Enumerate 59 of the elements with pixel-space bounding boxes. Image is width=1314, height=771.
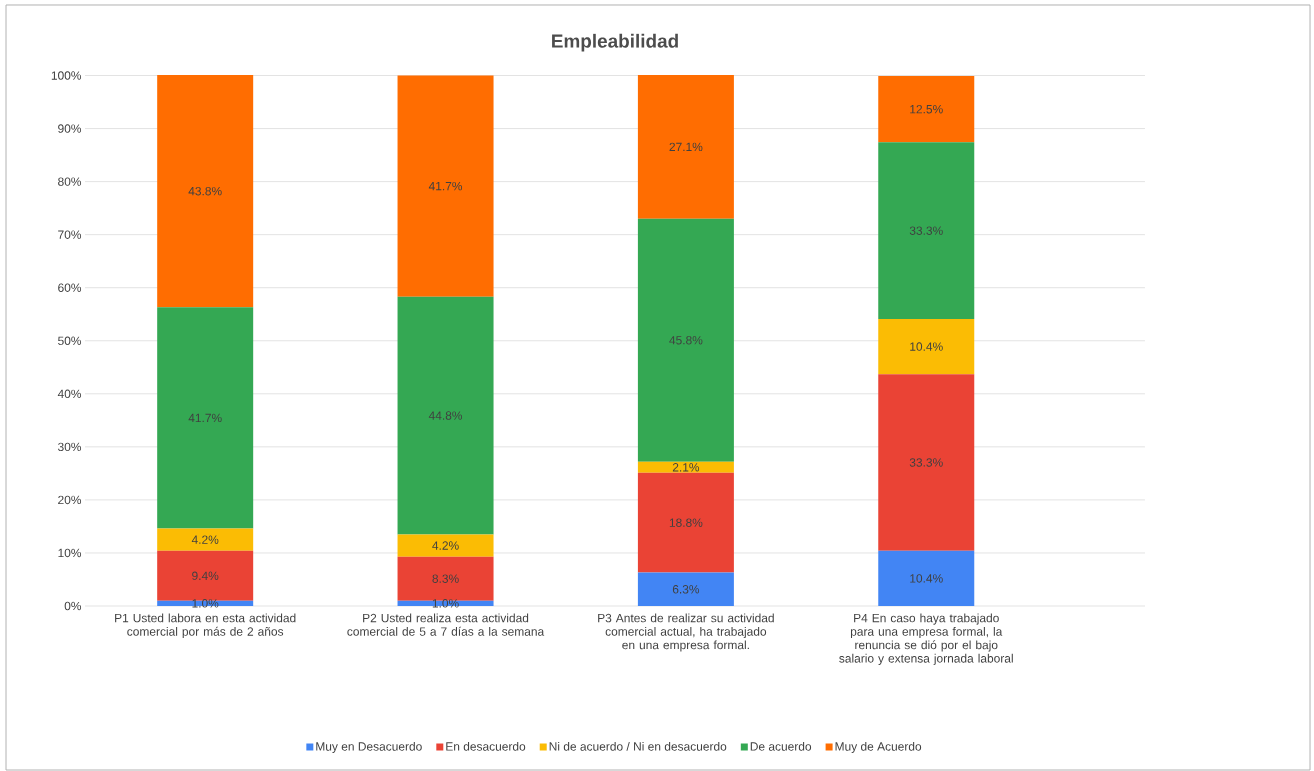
bar: [397, 556, 494, 601]
y-tick-label: 0%: [64, 601, 82, 611]
data-label: 45.8%: [669, 336, 703, 345]
bar: [878, 76, 975, 143]
bar: [878, 374, 975, 551]
bar: [637, 74, 734, 219]
x-tick-label: P1 Usted labora en esta actividad comercial por más de 2 años: [115, 613, 296, 639]
data-label: 8.3%: [432, 574, 459, 583]
bar: [157, 550, 254, 601]
y-tick-label: 30%: [58, 442, 82, 452]
y-tick-label: 80%: [58, 177, 82, 186]
data-label: 41.7%: [188, 413, 222, 423]
data-label: 4.2%: [191, 535, 219, 544]
legend-label: Muy de Acuerdo: [835, 741, 922, 754]
bar: [157, 528, 254, 551]
chart-title: Empleabilidad: [552, 33, 678, 52]
legend-label: De acuerdo: [750, 741, 812, 751]
bar: [637, 461, 734, 473]
bar: [157, 307, 254, 529]
data-label: 18.8%: [669, 518, 703, 527]
x-tick-label: P3 Antes de realizar su actividad comercial actual, ha trabajado en una empresa formal.: [598, 613, 774, 652]
data-label: 2.1%: [672, 463, 700, 472]
y-tick-label: 20%: [58, 495, 82, 505]
data-label: 4.2%: [432, 541, 459, 550]
data-label: 9.4%: [192, 571, 219, 580]
y-tick-label: 60%: [58, 283, 82, 292]
data-label: 6.3%: [672, 585, 700, 594]
data-label: 27.1%: [669, 142, 703, 152]
data-label: 33.3%: [909, 458, 943, 467]
bar: [157, 74, 254, 308]
x-tick-label: P4 En caso haya trabajado para una empresa formal, la renuncia se dió por el bajo salario y extensa jornada laboral: [839, 613, 1013, 666]
data-label: 43.8%: [188, 186, 222, 196]
data-label: 1.0%: [192, 599, 219, 608]
x-tick-label: P2 Usted realiza esta actividad comercial de 5 a 7 días a la semana: [347, 613, 545, 636]
y-tick-label: 90%: [58, 124, 82, 133]
data-label: 10.4%: [910, 574, 943, 583]
data-label: 41.7%: [428, 181, 463, 191]
y-tick-label: 70%: [58, 230, 82, 239]
bar: [397, 296, 494, 535]
data-label: 33.3%: [909, 226, 943, 235]
legend-label: En desacuerdo: [446, 741, 526, 751]
data-label: 12.5%: [910, 104, 943, 114]
legend-label: Ni de acuerdo / Ni en desacuerdo: [549, 741, 727, 751]
bar: [397, 75, 494, 297]
bar: [637, 572, 734, 606]
y-tick-label: 50%: [58, 336, 82, 345]
y-tick-label: 100%: [51, 71, 82, 80]
y-tick-label: 40%: [57, 389, 82, 399]
bar: [878, 319, 975, 375]
y-tick-label: 10%: [58, 548, 82, 558]
bar: [637, 472, 734, 573]
bar: [397, 534, 494, 557]
bar: [878, 550, 975, 606]
legend-label: Muy en Desacuerdo: [316, 741, 422, 754]
data-label: 1.0%: [432, 599, 459, 608]
bar: [637, 218, 734, 462]
bar: [878, 142, 975, 320]
data-label: 44.8%: [428, 411, 463, 420]
data-label: 10.4%: [910, 342, 943, 351]
